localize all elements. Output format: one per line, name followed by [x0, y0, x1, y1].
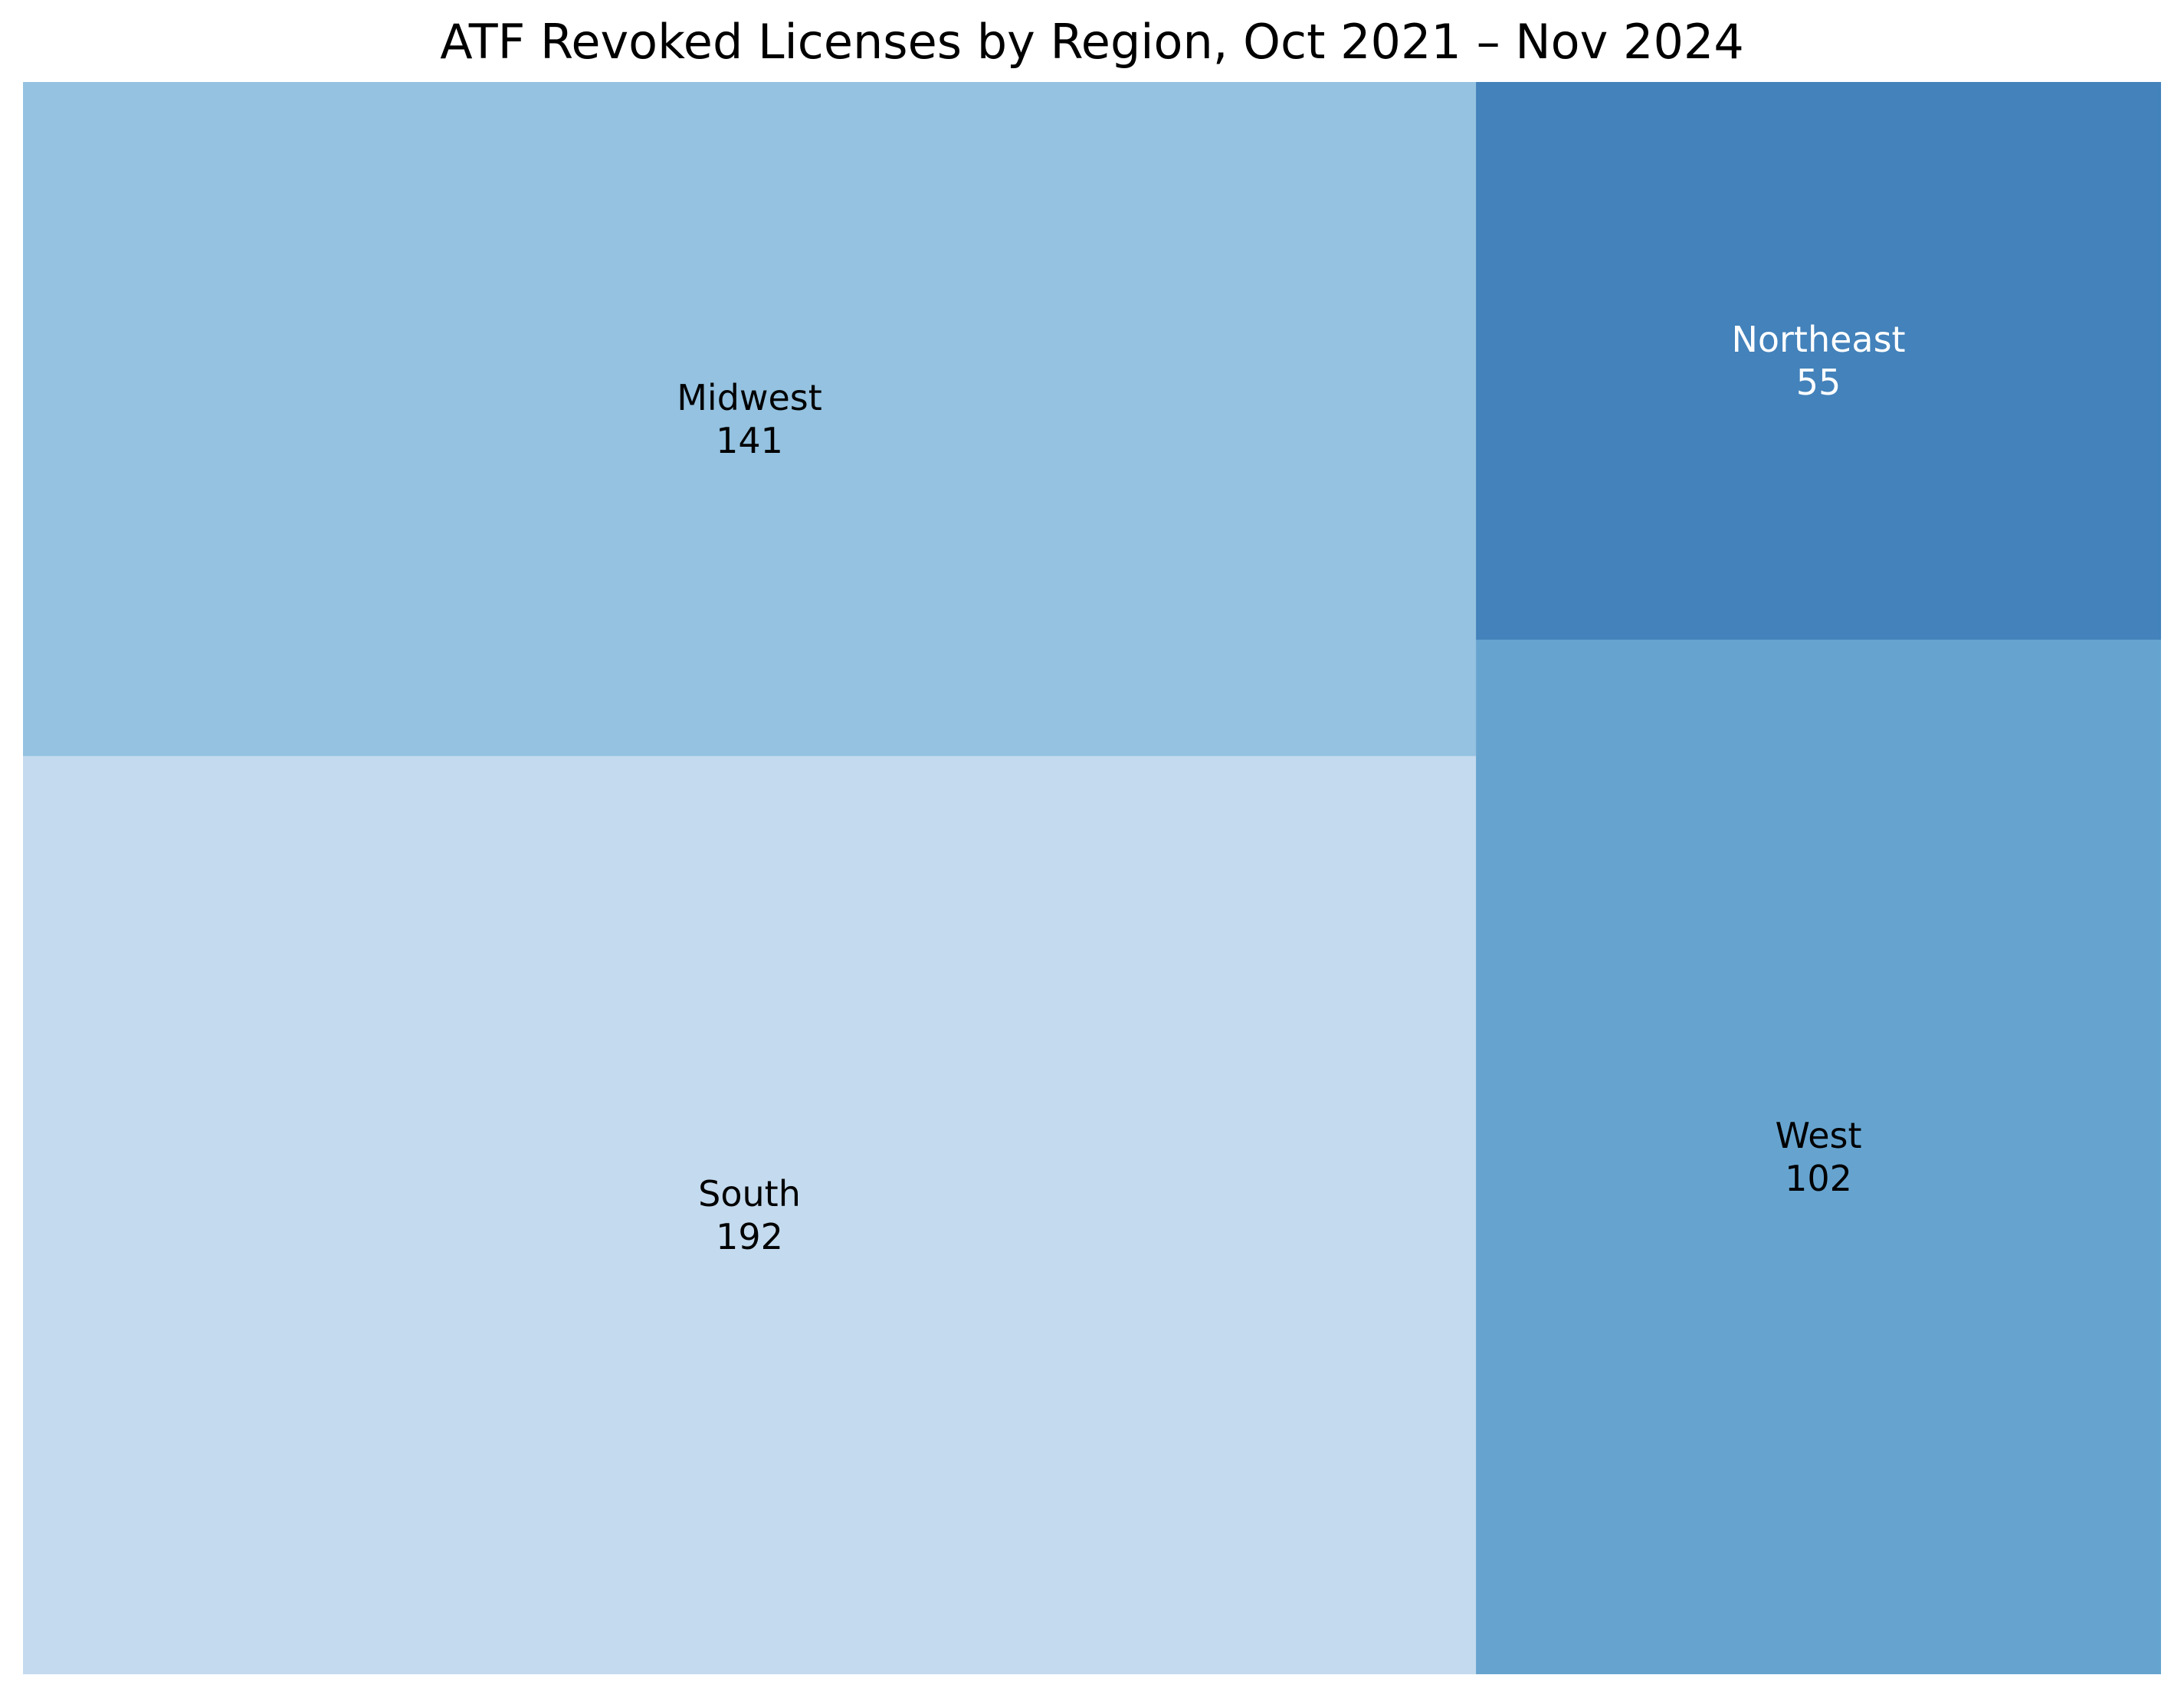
- tile-rect-west: [1476, 639, 2161, 1674]
- tile-label-west: West: [1775, 1115, 1861, 1156]
- tile-value-northeast: 55: [1796, 362, 1841, 403]
- tile-label-south: South: [698, 1173, 801, 1214]
- tile-rect-south: [23, 756, 1477, 1674]
- tile-value-south: 192: [716, 1216, 783, 1257]
- tile-rect-midwest: [23, 82, 1477, 756]
- tile-value-west: 102: [1785, 1158, 1852, 1199]
- tile-value-midwest: 141: [716, 420, 783, 461]
- tile-label-northeast: Northeast: [1731, 319, 1905, 360]
- tile-label-midwest: Midwest: [677, 377, 822, 418]
- chart-title: ATF Revoked Licenses by Region, Oct 2021…: [440, 14, 1744, 70]
- tile-rect-northeast: [1476, 82, 2161, 640]
